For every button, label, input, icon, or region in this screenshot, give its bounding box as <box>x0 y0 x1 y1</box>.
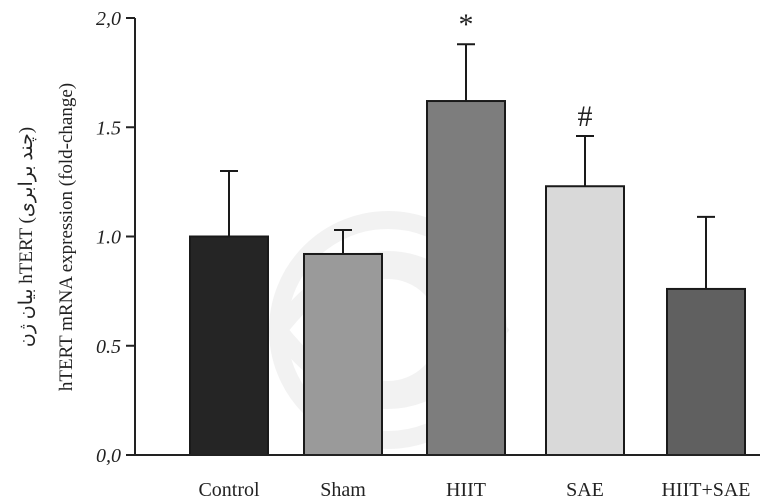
x-category-label: HIIT+SAE <box>661 479 750 501</box>
y-tick-label: 0,0 <box>96 445 121 467</box>
bar-sham <box>303 252 383 456</box>
y-axis-title-english: hTERT mRNA expression (fold-change) <box>56 83 77 391</box>
error-bars-layer <box>220 43 715 289</box>
bar-control <box>189 235 269 456</box>
y-tick-label: 1.5 <box>96 117 121 139</box>
significance-marker: * <box>459 8 474 41</box>
y-tick-label: 1.0 <box>96 227 121 249</box>
significance-layer: *# <box>459 8 593 133</box>
x-labels-layer: Control Sham HIIT SAE HIIT+SAE <box>198 479 750 501</box>
bar-sae <box>545 185 625 456</box>
x-category-label: Control <box>198 479 260 501</box>
bar-hiit-sae <box>666 287 746 456</box>
bars-layer <box>189 100 746 456</box>
x-category-label: HIIT <box>446 479 486 501</box>
y-tick-label: 2,0 <box>96 8 121 30</box>
y-axis-title-persian: بیان ژن hTERT (چند برابری) <box>16 127 37 347</box>
y-ticks-layer: 0,0 0.5 1.0 1.5 2,0 <box>96 8 135 467</box>
significance-marker: # <box>578 100 593 133</box>
y-tick-label: 0.5 <box>96 336 121 358</box>
x-category-label: SAE <box>566 479 604 501</box>
bar-hiit <box>426 100 506 456</box>
x-category-label: Sham <box>320 479 366 501</box>
